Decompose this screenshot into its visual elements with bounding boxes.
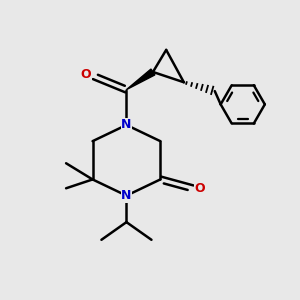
- Polygon shape: [126, 69, 155, 90]
- Text: O: O: [195, 182, 206, 195]
- Text: N: N: [121, 118, 132, 131]
- Text: O: O: [80, 68, 91, 81]
- Text: N: N: [121, 189, 132, 202]
